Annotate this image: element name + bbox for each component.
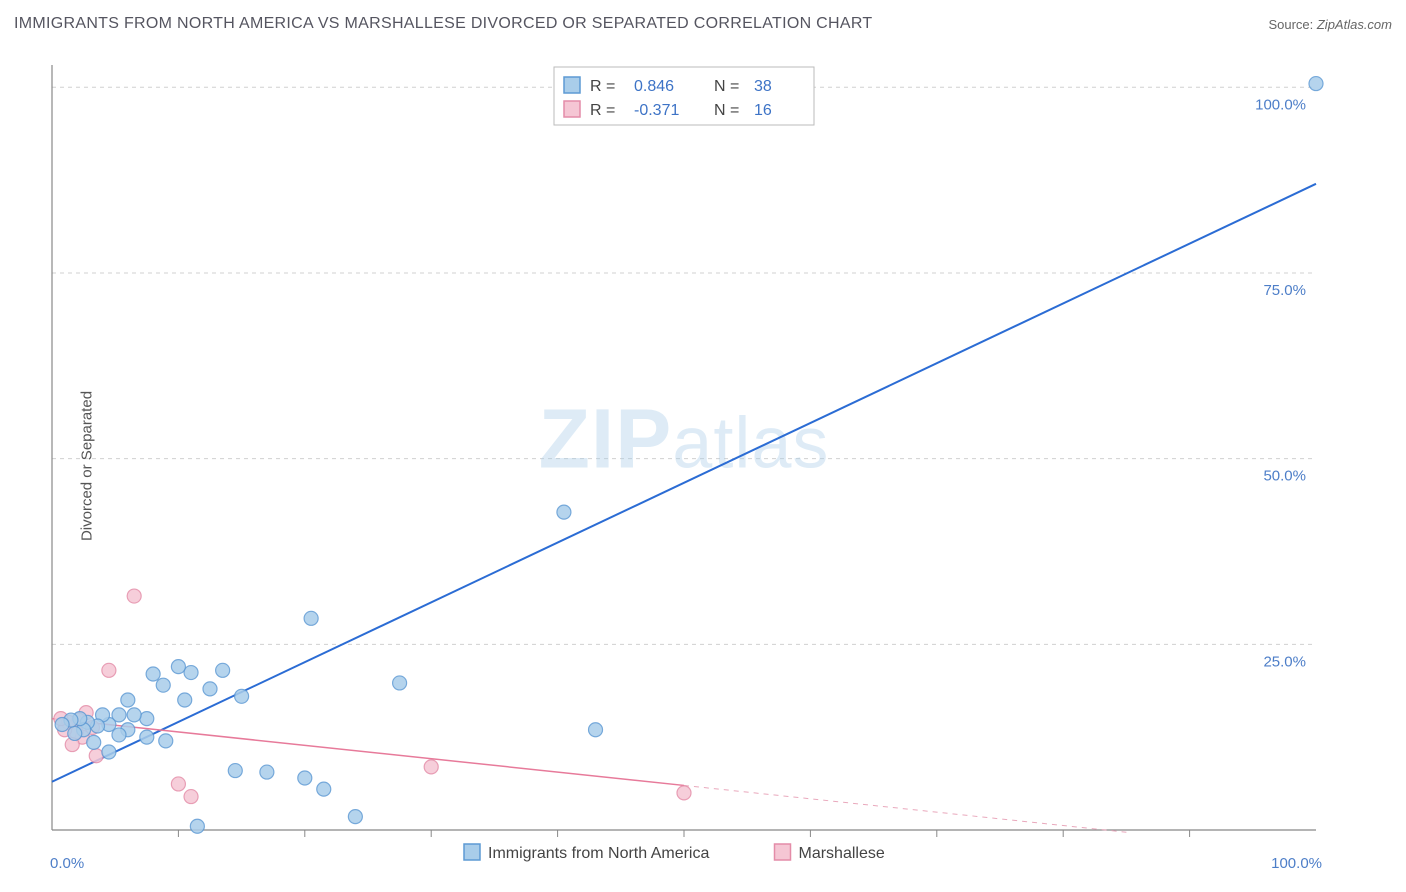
point-blue: [317, 782, 331, 796]
point-pink: [677, 786, 691, 800]
point-blue: [203, 682, 217, 696]
point-blue: [178, 693, 192, 707]
legend-n-value: 38: [754, 78, 772, 95]
plot-container: Divorced or Separated 25.0% 50.0% 75.0% 100…: [0, 40, 1406, 892]
x-tick-label: 100.0%: [1271, 855, 1322, 872]
point-blue: [146, 667, 160, 681]
legend-n-label: N =: [714, 102, 739, 119]
point-blue: [171, 660, 185, 674]
point-pink: [171, 777, 185, 791]
source-prefix: Source:: [1268, 17, 1316, 32]
point-pink: [184, 790, 198, 804]
point-blue: [228, 764, 242, 778]
point-blue: [87, 735, 101, 749]
point-blue: [348, 810, 362, 824]
chart-header: IMMIGRANTS FROM NORTH AMERICA VS MARSHAL…: [0, 0, 1406, 40]
legend-bottom-swatch-pink: [775, 844, 791, 860]
legend-r-value: -0.371: [634, 102, 679, 119]
legend-swatch-pink: [564, 101, 580, 117]
point-blue: [102, 745, 116, 759]
point-pink: [127, 589, 141, 603]
chart-title: IMMIGRANTS FROM NORTH AMERICA VS MARSHAL…: [14, 15, 873, 33]
source-name: ZipAtlas.com: [1317, 17, 1392, 32]
legend-bottom-label: Immigrants from North America: [488, 845, 709, 862]
point-blue: [393, 676, 407, 690]
watermark: ZIPatlas: [539, 392, 830, 486]
point-blue: [589, 723, 603, 737]
point-blue: [557, 505, 571, 519]
legend-n-value: 16: [754, 102, 772, 119]
point-blue: [298, 771, 312, 785]
y-axis-label: Divorced or Separated: [79, 391, 96, 541]
trendline-pink-extrapolated: [684, 785, 1126, 832]
point-pink: [102, 663, 116, 677]
point-blue: [156, 678, 170, 692]
legend-r-label: R =: [590, 78, 615, 95]
y-tick-label: 25.0%: [1263, 653, 1306, 670]
point-blue: [304, 611, 318, 625]
legend-r-value: 0.846: [634, 78, 674, 95]
point-pink: [424, 760, 438, 774]
point-pink: [89, 749, 103, 763]
point-blue: [159, 734, 173, 748]
y-tick-label: 100.0%: [1255, 96, 1306, 113]
source-attribution: Source: ZipAtlas.com: [1268, 17, 1392, 32]
y-tick-label: 50.0%: [1263, 468, 1306, 485]
point-blue: [190, 819, 204, 833]
point-blue: [184, 666, 198, 680]
legend-swatch-blue: [564, 77, 580, 93]
point-blue: [140, 730, 154, 744]
point-blue: [127, 708, 141, 722]
legend-bottom-swatch-blue: [464, 844, 480, 860]
point-blue: [235, 689, 249, 703]
point-blue: [55, 718, 69, 732]
point-blue: [216, 663, 230, 677]
point-blue: [1309, 77, 1323, 91]
x-tick-label: 0.0%: [50, 855, 84, 872]
legend-r-label: R =: [590, 102, 615, 119]
scatter-chart: 25.0% 50.0% 75.0% 100.0% ZIPatlas 0.0% 100.0% R…: [0, 40, 1406, 892]
point-blue: [260, 765, 274, 779]
point-blue: [140, 712, 154, 726]
point-blue: [121, 693, 135, 707]
point-blue: [68, 726, 82, 740]
y-tick-label: 75.0%: [1263, 282, 1306, 299]
legend-n-label: N =: [714, 78, 739, 95]
legend-bottom-label: Marshallese: [799, 845, 885, 862]
